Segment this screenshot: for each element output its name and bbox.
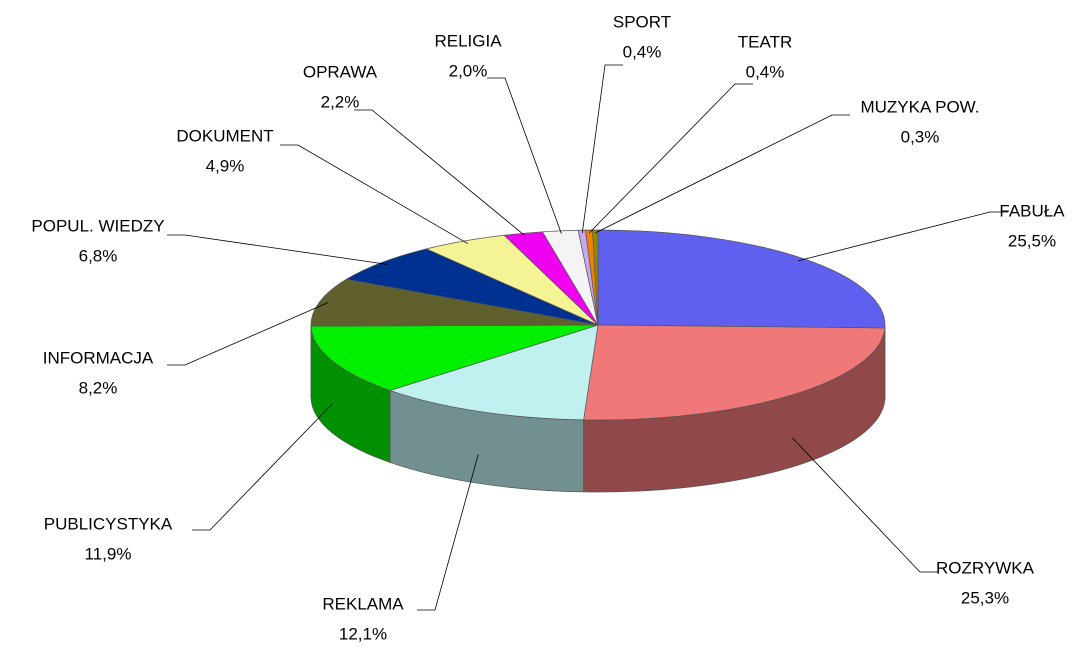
slice-label: POPUL. WIEDZY [31, 216, 164, 235]
slice [310, 278, 599, 327]
slice [345, 248, 599, 326]
leader-line [595, 114, 850, 234]
value-label: 25,5% [1008, 231, 1056, 250]
slice [310, 324, 599, 391]
value-label: 11,9% [85, 544, 132, 563]
slice-label: TEATR [738, 32, 792, 51]
slice-label: ROZRYWKA [936, 558, 1035, 577]
slice-label: FABUŁA [999, 201, 1065, 220]
leader-line [581, 64, 623, 234]
value-label: 4,9% [206, 156, 245, 175]
leader-line [487, 77, 562, 234]
leader-line [167, 234, 389, 265]
value-label: 0,4% [746, 62, 785, 81]
leader-line [792, 437, 938, 573]
leader-line [167, 302, 329, 366]
slice [597, 229, 886, 329]
value-label: 2,0% [449, 61, 488, 80]
leader-line [192, 403, 333, 531]
slice [583, 324, 886, 421]
slice-label: RELIGIA [434, 31, 502, 50]
slice [388, 324, 599, 421]
slice-label: MUZYKA POW. [860, 97, 979, 116]
value-label: 0,4% [623, 42, 662, 61]
value-label: 12,1% [339, 624, 387, 643]
slice-label: PUBLICYSTYKA [44, 514, 173, 533]
leader-line [280, 144, 468, 244]
leader-line [354, 109, 526, 237]
value-label: 0,3% [901, 127, 940, 146]
slice-label: INFORMACJA [43, 348, 154, 367]
leader-line [417, 454, 479, 611]
slice-label: REKLAMA [322, 594, 404, 613]
value-label: 25,3% [961, 588, 1009, 607]
value-label: 2,2% [321, 92, 360, 111]
slice-label: OPRAWA [303, 62, 378, 81]
leader-line [797, 211, 1008, 262]
value-label: 8,2% [79, 378, 118, 397]
leader-line [588, 83, 753, 234]
slice-label: DOKUMENT [176, 126, 273, 145]
value-label: 6,8% [79, 246, 118, 265]
slice-label: SPORT [613, 12, 671, 31]
